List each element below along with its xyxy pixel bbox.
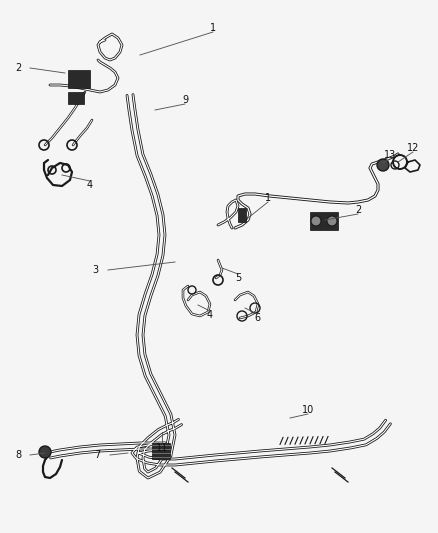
Circle shape <box>327 216 337 226</box>
Text: 10: 10 <box>302 405 314 415</box>
FancyBboxPatch shape <box>152 443 170 459</box>
Text: 7: 7 <box>94 450 100 460</box>
Text: 2: 2 <box>15 63 21 73</box>
Circle shape <box>377 159 389 171</box>
Text: 1: 1 <box>265 193 271 203</box>
FancyBboxPatch shape <box>310 212 338 230</box>
Text: 2: 2 <box>355 205 361 215</box>
Text: 4: 4 <box>207 310 213 320</box>
Text: 11: 11 <box>156 443 168 453</box>
FancyBboxPatch shape <box>68 70 90 88</box>
Text: 6: 6 <box>254 313 260 323</box>
Text: 1: 1 <box>210 23 216 33</box>
Text: 5: 5 <box>235 273 241 283</box>
Text: 13: 13 <box>384 150 396 160</box>
Text: 8: 8 <box>15 450 21 460</box>
Text: 9: 9 <box>182 95 188 105</box>
Circle shape <box>311 216 321 226</box>
Text: 4: 4 <box>87 180 93 190</box>
FancyBboxPatch shape <box>238 208 246 222</box>
FancyBboxPatch shape <box>68 92 84 104</box>
Text: 3: 3 <box>92 265 98 275</box>
Text: 12: 12 <box>407 143 419 153</box>
Circle shape <box>39 446 51 458</box>
